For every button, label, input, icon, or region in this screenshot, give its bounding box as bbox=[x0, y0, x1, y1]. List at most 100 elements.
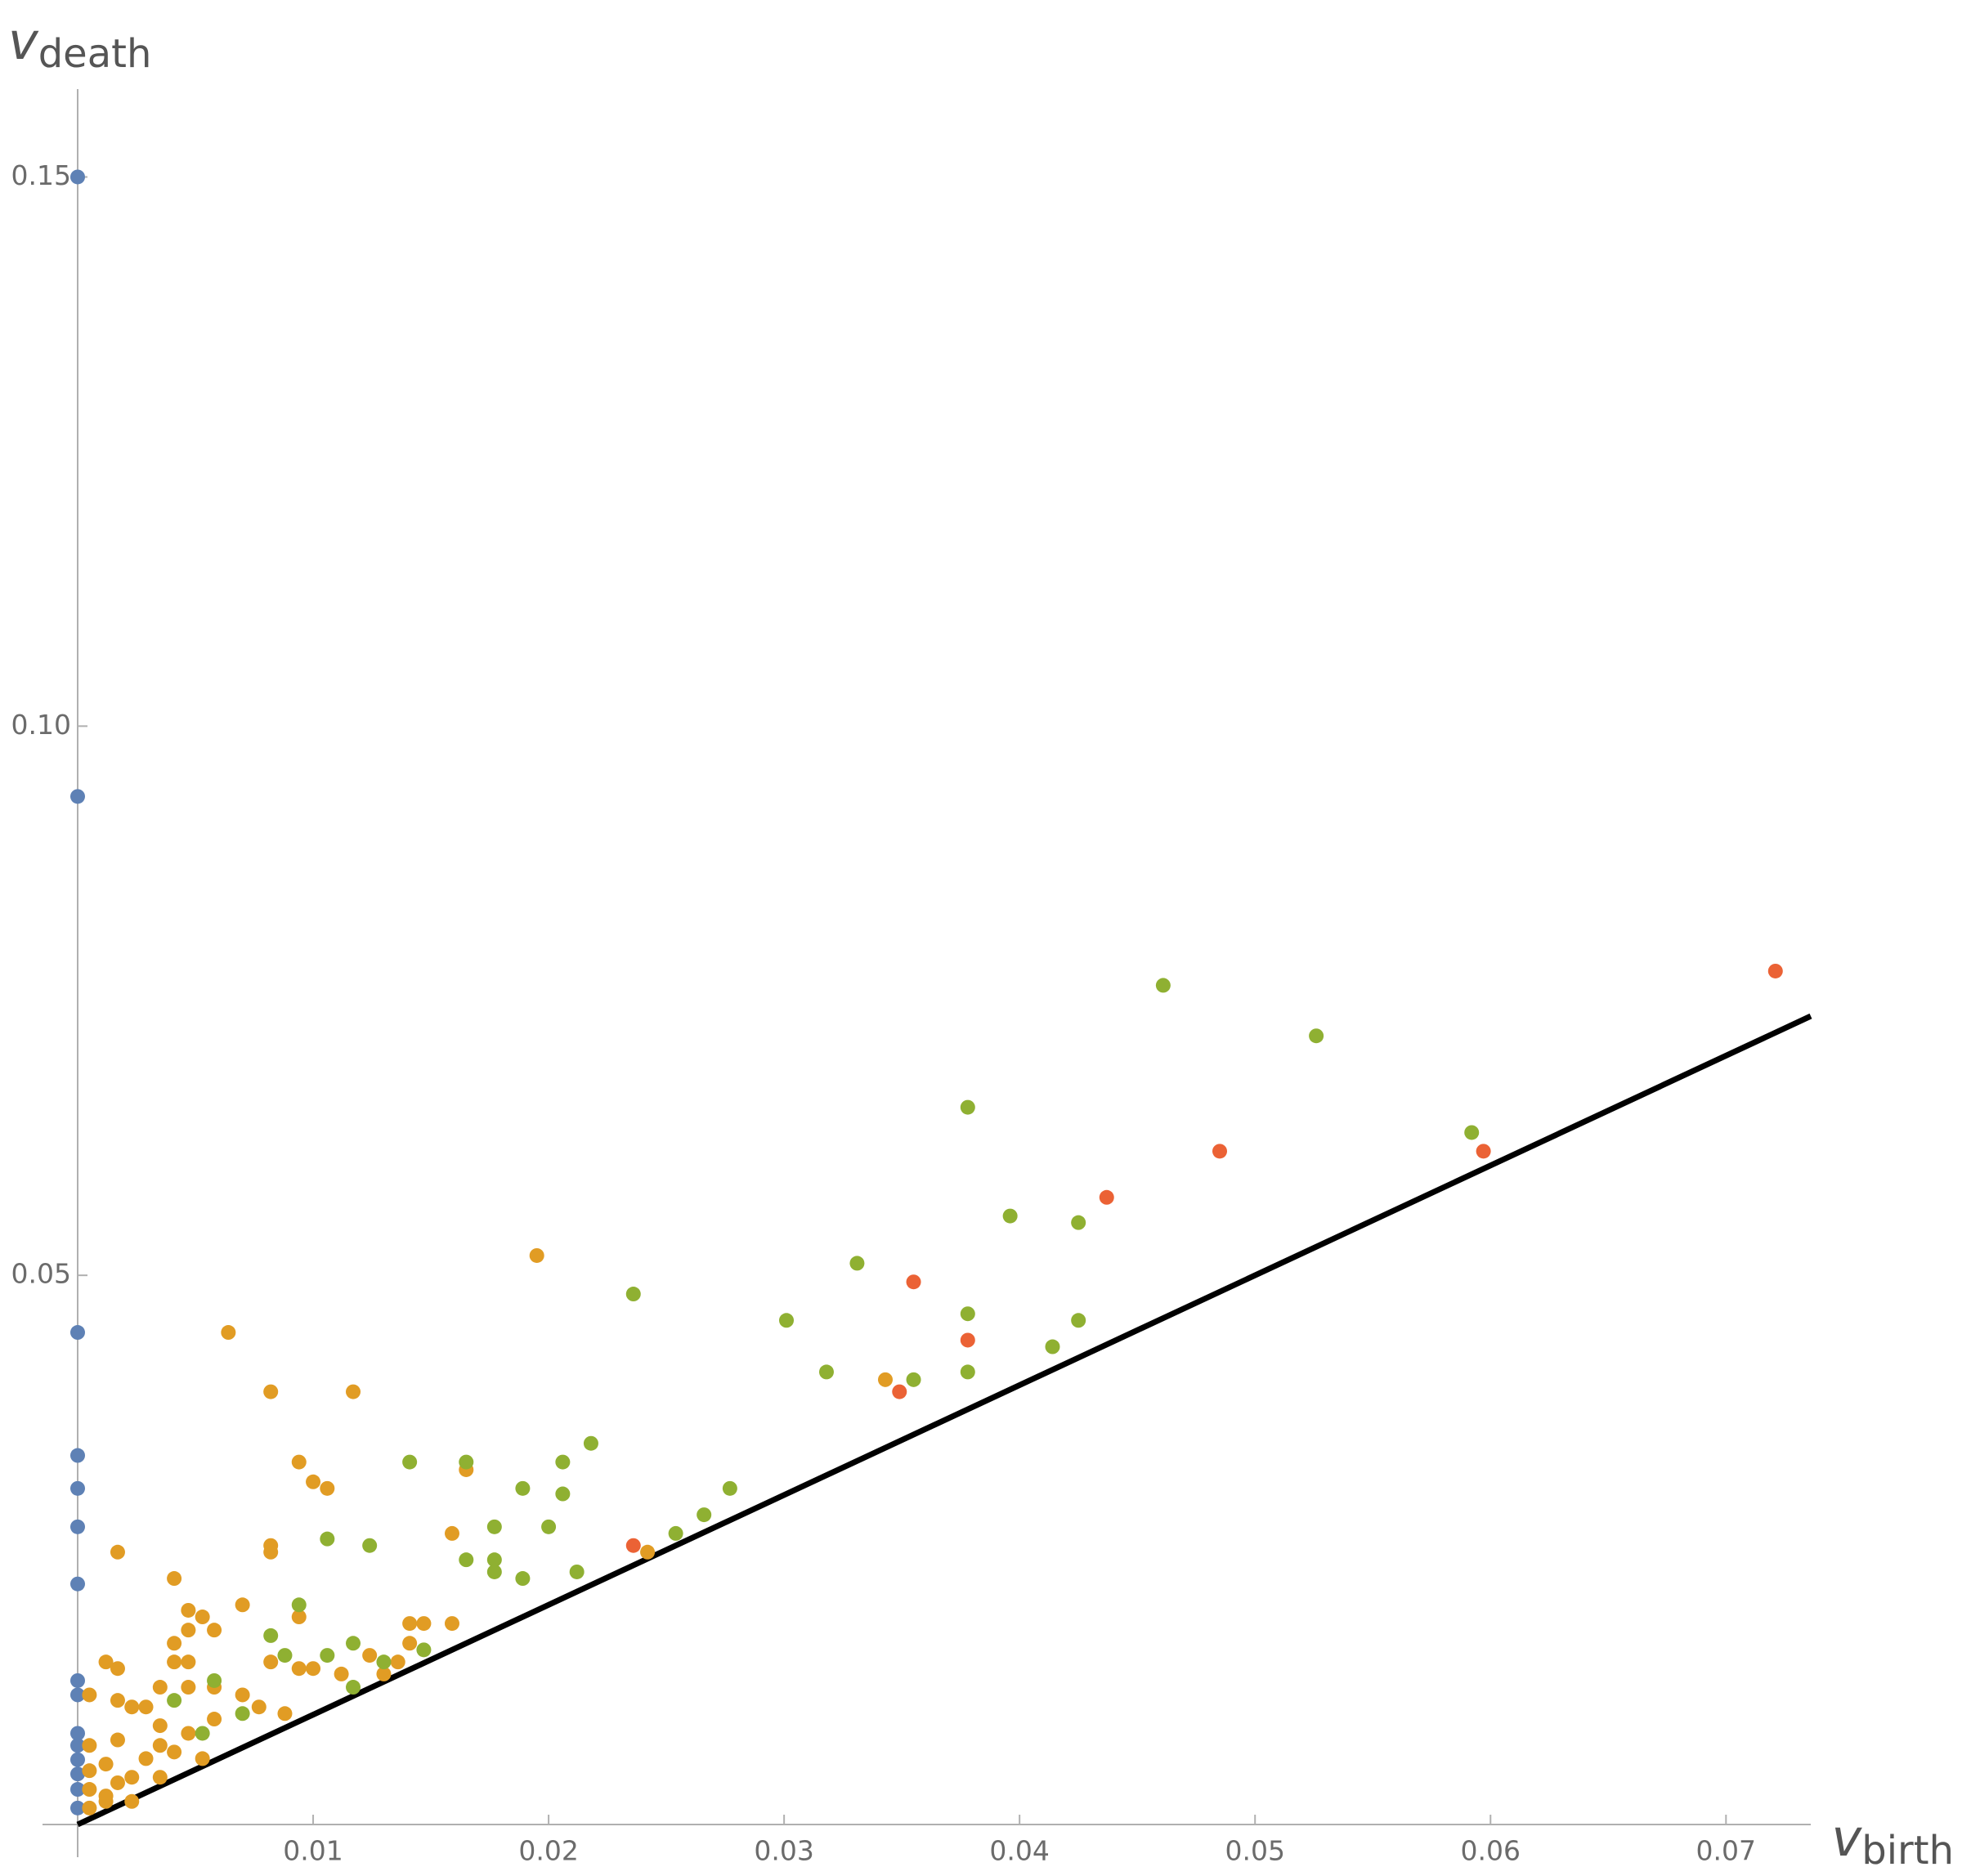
point bbox=[167, 1571, 182, 1587]
point bbox=[181, 1680, 196, 1695]
point bbox=[1071, 1215, 1086, 1230]
point bbox=[362, 1538, 378, 1553]
point bbox=[82, 1738, 97, 1753]
point bbox=[167, 1744, 182, 1760]
point bbox=[486, 1519, 502, 1534]
point bbox=[515, 1571, 531, 1587]
point bbox=[1002, 1208, 1018, 1224]
point bbox=[98, 1793, 114, 1809]
point bbox=[291, 1610, 307, 1625]
point bbox=[152, 1718, 168, 1734]
x-tick-label: 0.07 bbox=[1696, 1835, 1756, 1867]
point bbox=[640, 1544, 656, 1560]
point bbox=[110, 1775, 125, 1790]
point bbox=[235, 1706, 250, 1722]
point bbox=[1071, 1313, 1086, 1328]
point bbox=[70, 1672, 85, 1688]
point bbox=[138, 1699, 154, 1715]
x-label-main: v bbox=[1832, 1808, 1863, 1868]
point bbox=[98, 1654, 114, 1670]
point bbox=[70, 1576, 85, 1592]
point bbox=[181, 1623, 196, 1638]
point bbox=[416, 1616, 432, 1632]
point bbox=[960, 1306, 975, 1322]
point bbox=[1767, 963, 1783, 978]
point bbox=[779, 1313, 795, 1328]
x-label-sub: birth bbox=[1861, 1828, 1954, 1874]
point bbox=[906, 1274, 921, 1290]
point bbox=[529, 1247, 544, 1263]
point bbox=[70, 1800, 85, 1816]
point bbox=[167, 1636, 182, 1651]
point bbox=[346, 1680, 361, 1695]
point bbox=[207, 1672, 222, 1688]
point bbox=[625, 1538, 641, 1553]
point bbox=[1476, 1144, 1491, 1159]
point bbox=[70, 1738, 85, 1753]
point bbox=[486, 1564, 502, 1579]
point bbox=[444, 1616, 459, 1632]
point bbox=[320, 1531, 335, 1547]
x-tick-label: 0.03 bbox=[754, 1835, 813, 1867]
point bbox=[70, 1448, 85, 1463]
y-tick-label: 0.15 bbox=[11, 159, 71, 191]
point bbox=[82, 1800, 97, 1816]
point bbox=[167, 1654, 182, 1670]
diagonal-line bbox=[76, 1013, 1812, 1828]
point bbox=[110, 1732, 125, 1748]
point bbox=[960, 1332, 975, 1348]
point bbox=[207, 1712, 222, 1727]
point bbox=[877, 1372, 893, 1387]
point bbox=[376, 1666, 392, 1681]
x-tick-label: 0.04 bbox=[989, 1835, 1049, 1867]
point bbox=[70, 169, 85, 185]
x-tick-label: 0.02 bbox=[518, 1835, 578, 1867]
point bbox=[82, 1763, 97, 1779]
point bbox=[362, 1648, 378, 1663]
point bbox=[110, 1661, 125, 1677]
point bbox=[263, 1544, 279, 1560]
point bbox=[892, 1384, 907, 1399]
point bbox=[402, 1636, 418, 1651]
point bbox=[70, 1752, 85, 1767]
point bbox=[70, 1726, 85, 1741]
point bbox=[124, 1793, 140, 1809]
point bbox=[235, 1597, 250, 1613]
point bbox=[1212, 1144, 1228, 1159]
point bbox=[697, 1507, 712, 1523]
point bbox=[98, 1757, 114, 1772]
point bbox=[818, 1364, 834, 1380]
point bbox=[459, 1552, 474, 1568]
point bbox=[320, 1480, 335, 1496]
point bbox=[1045, 1339, 1060, 1354]
point bbox=[722, 1480, 737, 1496]
point bbox=[291, 1597, 307, 1613]
y-label-sub: death bbox=[38, 31, 152, 77]
point bbox=[320, 1648, 335, 1663]
point bbox=[906, 1372, 921, 1387]
point bbox=[167, 1693, 182, 1708]
point bbox=[277, 1648, 293, 1663]
point bbox=[960, 1364, 975, 1380]
point bbox=[195, 1726, 210, 1741]
point bbox=[1099, 1189, 1114, 1205]
point bbox=[181, 1602, 196, 1618]
point bbox=[124, 1699, 140, 1715]
point bbox=[138, 1751, 154, 1766]
point bbox=[70, 1519, 85, 1534]
x-axis-label: vbirth bbox=[1832, 1808, 1954, 1874]
point bbox=[70, 789, 85, 804]
point bbox=[1464, 1125, 1480, 1140]
point bbox=[195, 1610, 210, 1625]
point bbox=[152, 1680, 168, 1695]
point bbox=[306, 1661, 321, 1677]
point bbox=[668, 1525, 683, 1541]
point bbox=[207, 1623, 222, 1638]
point bbox=[110, 1544, 125, 1560]
y-tick-label: 0.05 bbox=[11, 1258, 71, 1290]
point bbox=[110, 1693, 125, 1708]
point bbox=[70, 1325, 85, 1341]
point bbox=[346, 1636, 361, 1651]
point bbox=[152, 1738, 168, 1753]
